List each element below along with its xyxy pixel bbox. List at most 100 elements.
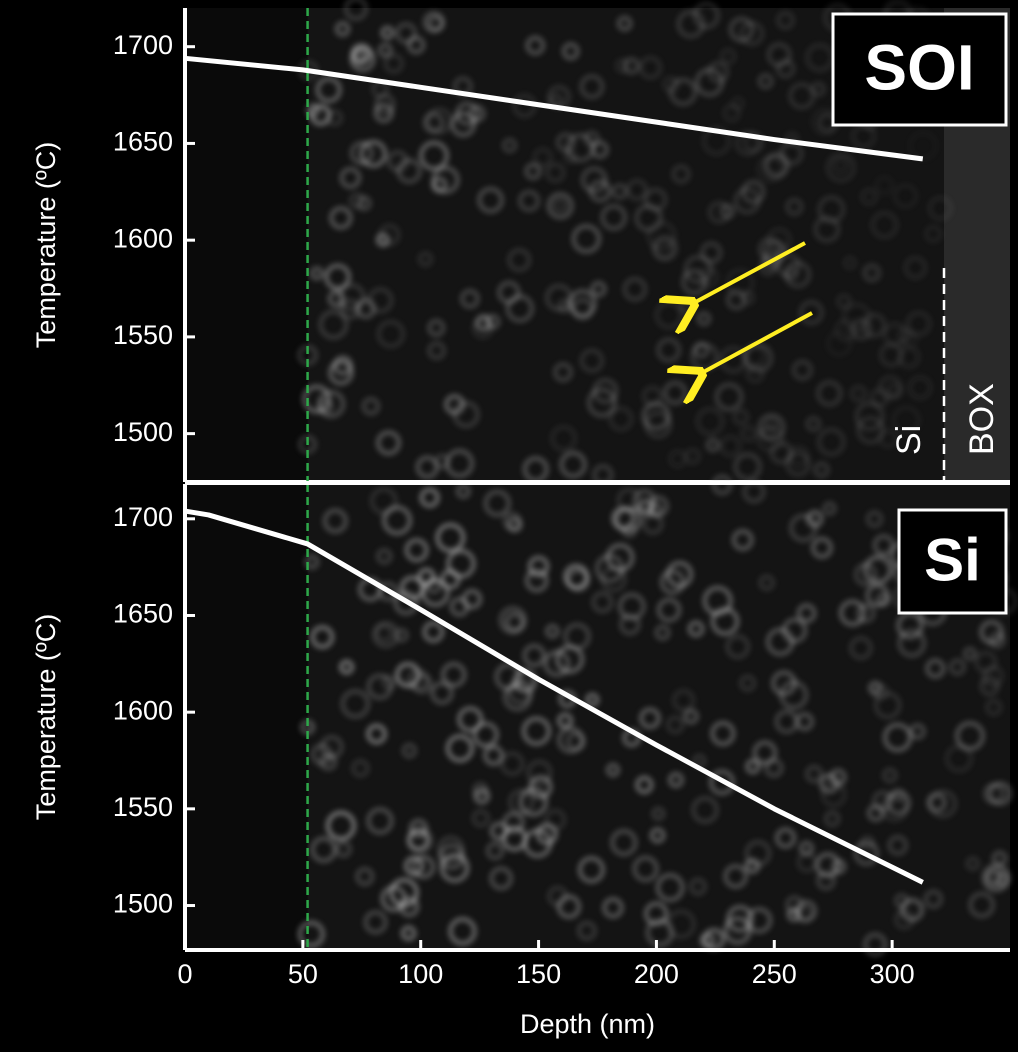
blob [524,568,549,593]
blob [337,283,366,312]
blob [419,140,449,171]
blob [639,707,661,729]
blob [894,893,910,909]
blob [856,416,885,445]
blob [340,689,371,719]
blob [870,211,899,239]
blob [618,592,646,621]
blob [425,107,453,135]
blob [656,597,682,623]
blob [475,314,493,332]
blob [600,204,627,231]
blob [659,569,686,595]
blob [757,237,783,262]
blob [543,650,571,677]
blob [376,319,405,349]
blob [863,264,880,282]
blob [349,141,374,165]
blob [709,769,735,796]
blob [986,869,1004,886]
blob [734,130,761,156]
y-tick-label: 1600 [113,223,173,253]
blob [692,2,720,30]
blob [668,449,688,469]
x-tick-label: 200 [634,959,679,989]
blob [583,130,600,147]
blob [683,708,699,725]
blob [435,522,466,553]
blob [508,788,535,816]
blob [774,709,799,734]
blob [591,591,614,614]
blob [546,192,574,220]
blob [622,57,641,75]
blob [873,691,902,720]
blob [526,759,553,786]
blob [309,266,324,281]
blob [743,131,765,153]
blob [644,901,669,926]
blob [614,58,630,74]
blob [816,870,836,891]
blob [625,178,648,201]
blob [632,855,659,882]
arrow [698,311,813,375]
blob [784,261,812,288]
y-tick-label: 1650 [113,127,173,157]
blob [477,186,504,214]
blob [555,644,585,674]
blob [836,293,852,310]
blob [600,565,627,593]
blob [448,917,477,946]
blob [450,111,476,138]
blob [348,192,366,210]
blob [395,22,417,44]
blob [785,197,804,216]
blob [415,455,439,479]
blob [304,554,320,570]
blob [507,516,523,533]
blob [535,823,558,845]
blob [988,781,1013,806]
blob [638,56,663,80]
blob [377,42,393,58]
blob [891,405,921,435]
blob [723,916,752,945]
blob [775,827,797,849]
blob [608,406,634,432]
blob [522,643,546,668]
blob [437,835,465,863]
blob [460,289,480,309]
blobs [298,474,1018,957]
blob [349,46,376,73]
blob [854,401,885,432]
temperature-line [184,55,924,162]
blob [302,384,331,414]
blob [616,15,633,32]
blob [905,310,932,337]
y-tick-label: 1700 [113,502,173,532]
blob [979,676,1000,697]
blob [489,866,513,891]
blob [865,510,884,528]
panel-label: SOI [864,31,974,103]
blob [984,698,1003,717]
blob [318,309,349,340]
blob [400,925,417,942]
blob [499,751,525,776]
blob [334,21,351,37]
blob [944,744,974,773]
blob [422,621,445,643]
y-tick-label: 1550 [113,792,173,822]
blob [805,416,822,432]
blob [991,850,1008,867]
blob [849,384,868,403]
blob [757,413,786,442]
blob [694,67,724,97]
blob [776,10,795,30]
blob [310,743,333,766]
blob [590,280,607,298]
blob [878,375,903,400]
blob [376,548,393,565]
